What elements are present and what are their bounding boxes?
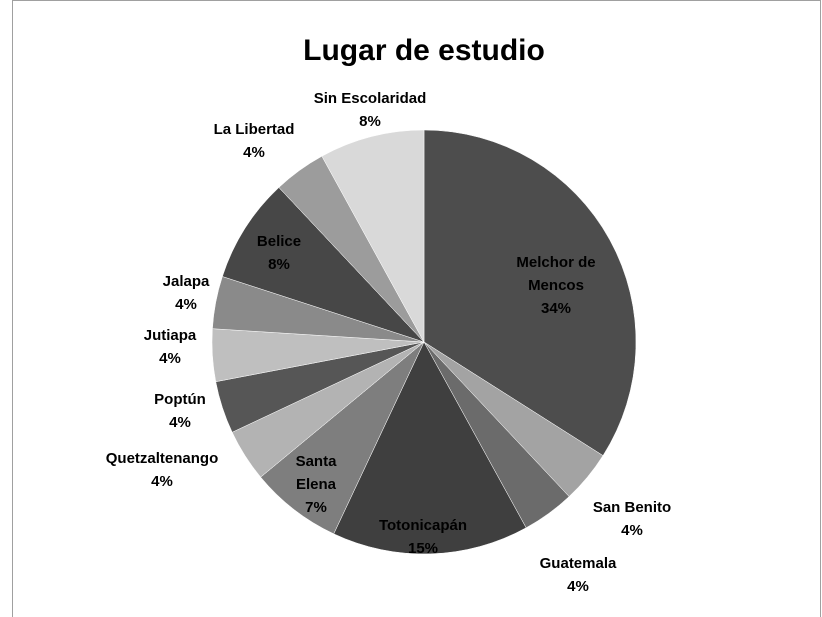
slice-label: San Benito bbox=[593, 499, 671, 516]
slice-label: La Libertad bbox=[214, 121, 295, 138]
slice-label: Quetzaltenango bbox=[106, 450, 219, 467]
value-label: 4% bbox=[159, 350, 181, 367]
value-label: 4% bbox=[151, 473, 173, 490]
pie-slice bbox=[333, 341, 527, 555]
value-label: 15% bbox=[408, 540, 438, 557]
value-label: 4% bbox=[169, 414, 191, 431]
slice-label: Poptún bbox=[154, 391, 206, 408]
slice-label: Jutiapa bbox=[144, 327, 197, 344]
value-label: 34% bbox=[541, 300, 571, 317]
chart-title: Lugar de estudio bbox=[303, 34, 545, 67]
value-label: 4% bbox=[621, 522, 643, 539]
value-label: 4% bbox=[175, 296, 197, 313]
slice-label: Guatemala bbox=[540, 555, 617, 572]
value-label: 4% bbox=[243, 144, 265, 161]
slice-label: Sin Escolaridad bbox=[314, 90, 427, 107]
slice-label: Santa Elena bbox=[296, 453, 338, 493]
slice-label: Jalapa bbox=[163, 273, 210, 290]
value-label: 7% bbox=[305, 499, 327, 516]
value-label: 4% bbox=[567, 578, 589, 595]
pie-slice bbox=[321, 129, 425, 343]
value-label: 8% bbox=[359, 113, 381, 130]
pie-slice bbox=[423, 129, 637, 456]
slice-label: Belice bbox=[257, 233, 301, 250]
slice-label: Melchor de Mencos bbox=[516, 254, 595, 294]
value-label: 8% bbox=[268, 256, 290, 273]
pie-slice bbox=[222, 187, 425, 343]
slice-label: Totonicapán bbox=[379, 517, 467, 534]
